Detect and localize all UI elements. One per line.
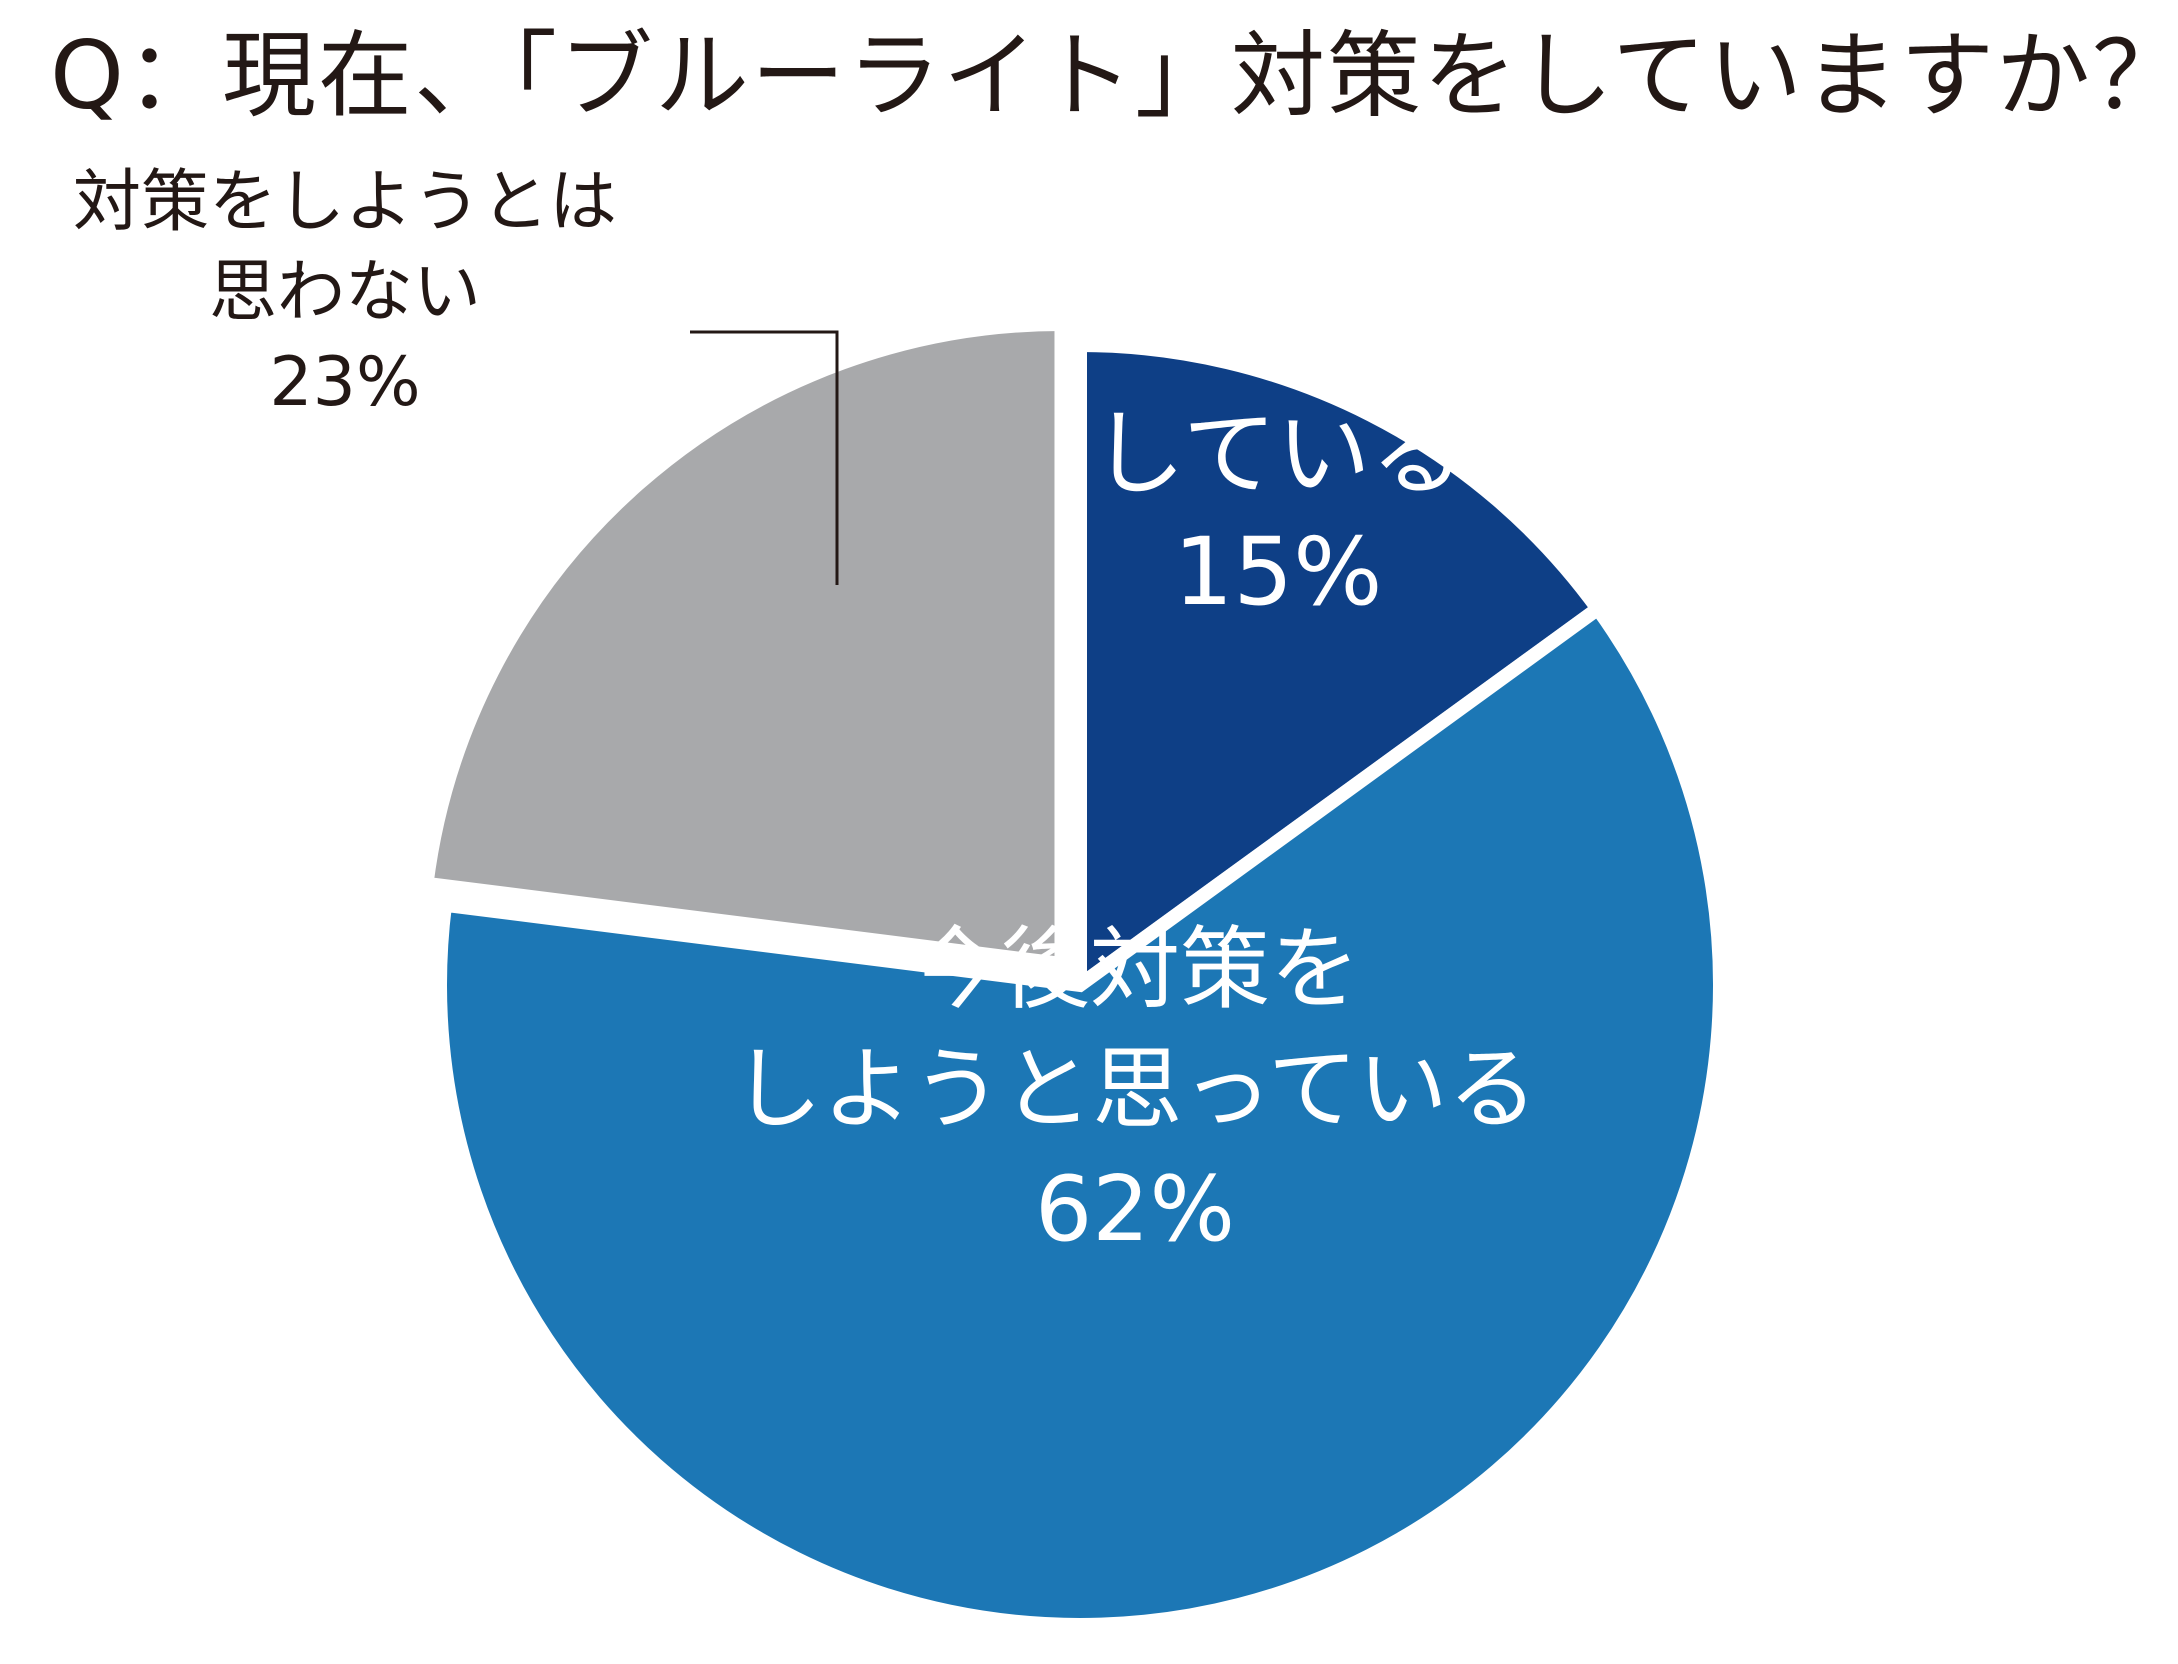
pie-slice-3 xyxy=(418,316,1069,972)
slice-label-2: 今後対策をしようと思っている 62% xyxy=(732,917,1538,1262)
slice-value-label: 23% xyxy=(269,343,420,422)
slice-category-label: しようと思っている xyxy=(732,1037,1538,1142)
slice-label-3: 対策をしようとは思わない 23% xyxy=(73,163,617,422)
leader-lines xyxy=(690,330,839,585)
slice-category-label: 対策をしようとは xyxy=(73,163,617,242)
slice-category-label: 思わない xyxy=(209,253,481,332)
slice-category-label: 今後対策を xyxy=(910,917,1360,1022)
slice-value-label: 15% xyxy=(1174,518,1383,627)
pie-slices xyxy=(418,316,1727,1632)
pie-slice-1 xyxy=(1073,337,1608,999)
slice-category-label: している xyxy=(1091,400,1464,509)
slice-labels: している 15% 今後対策をしようと思っている 62% 対策をしようとは思わない 23% xyxy=(73,163,1538,1262)
slice-value-label: 62% xyxy=(1035,1157,1235,1262)
slice-label-1: している 15% xyxy=(1091,400,1464,627)
leader-line-slice-3 xyxy=(690,330,839,585)
chart-title: Q：現在、「ブルーライト」対策をしていますか？ xyxy=(50,22,2178,131)
pie-slice-2 xyxy=(433,599,1727,1632)
